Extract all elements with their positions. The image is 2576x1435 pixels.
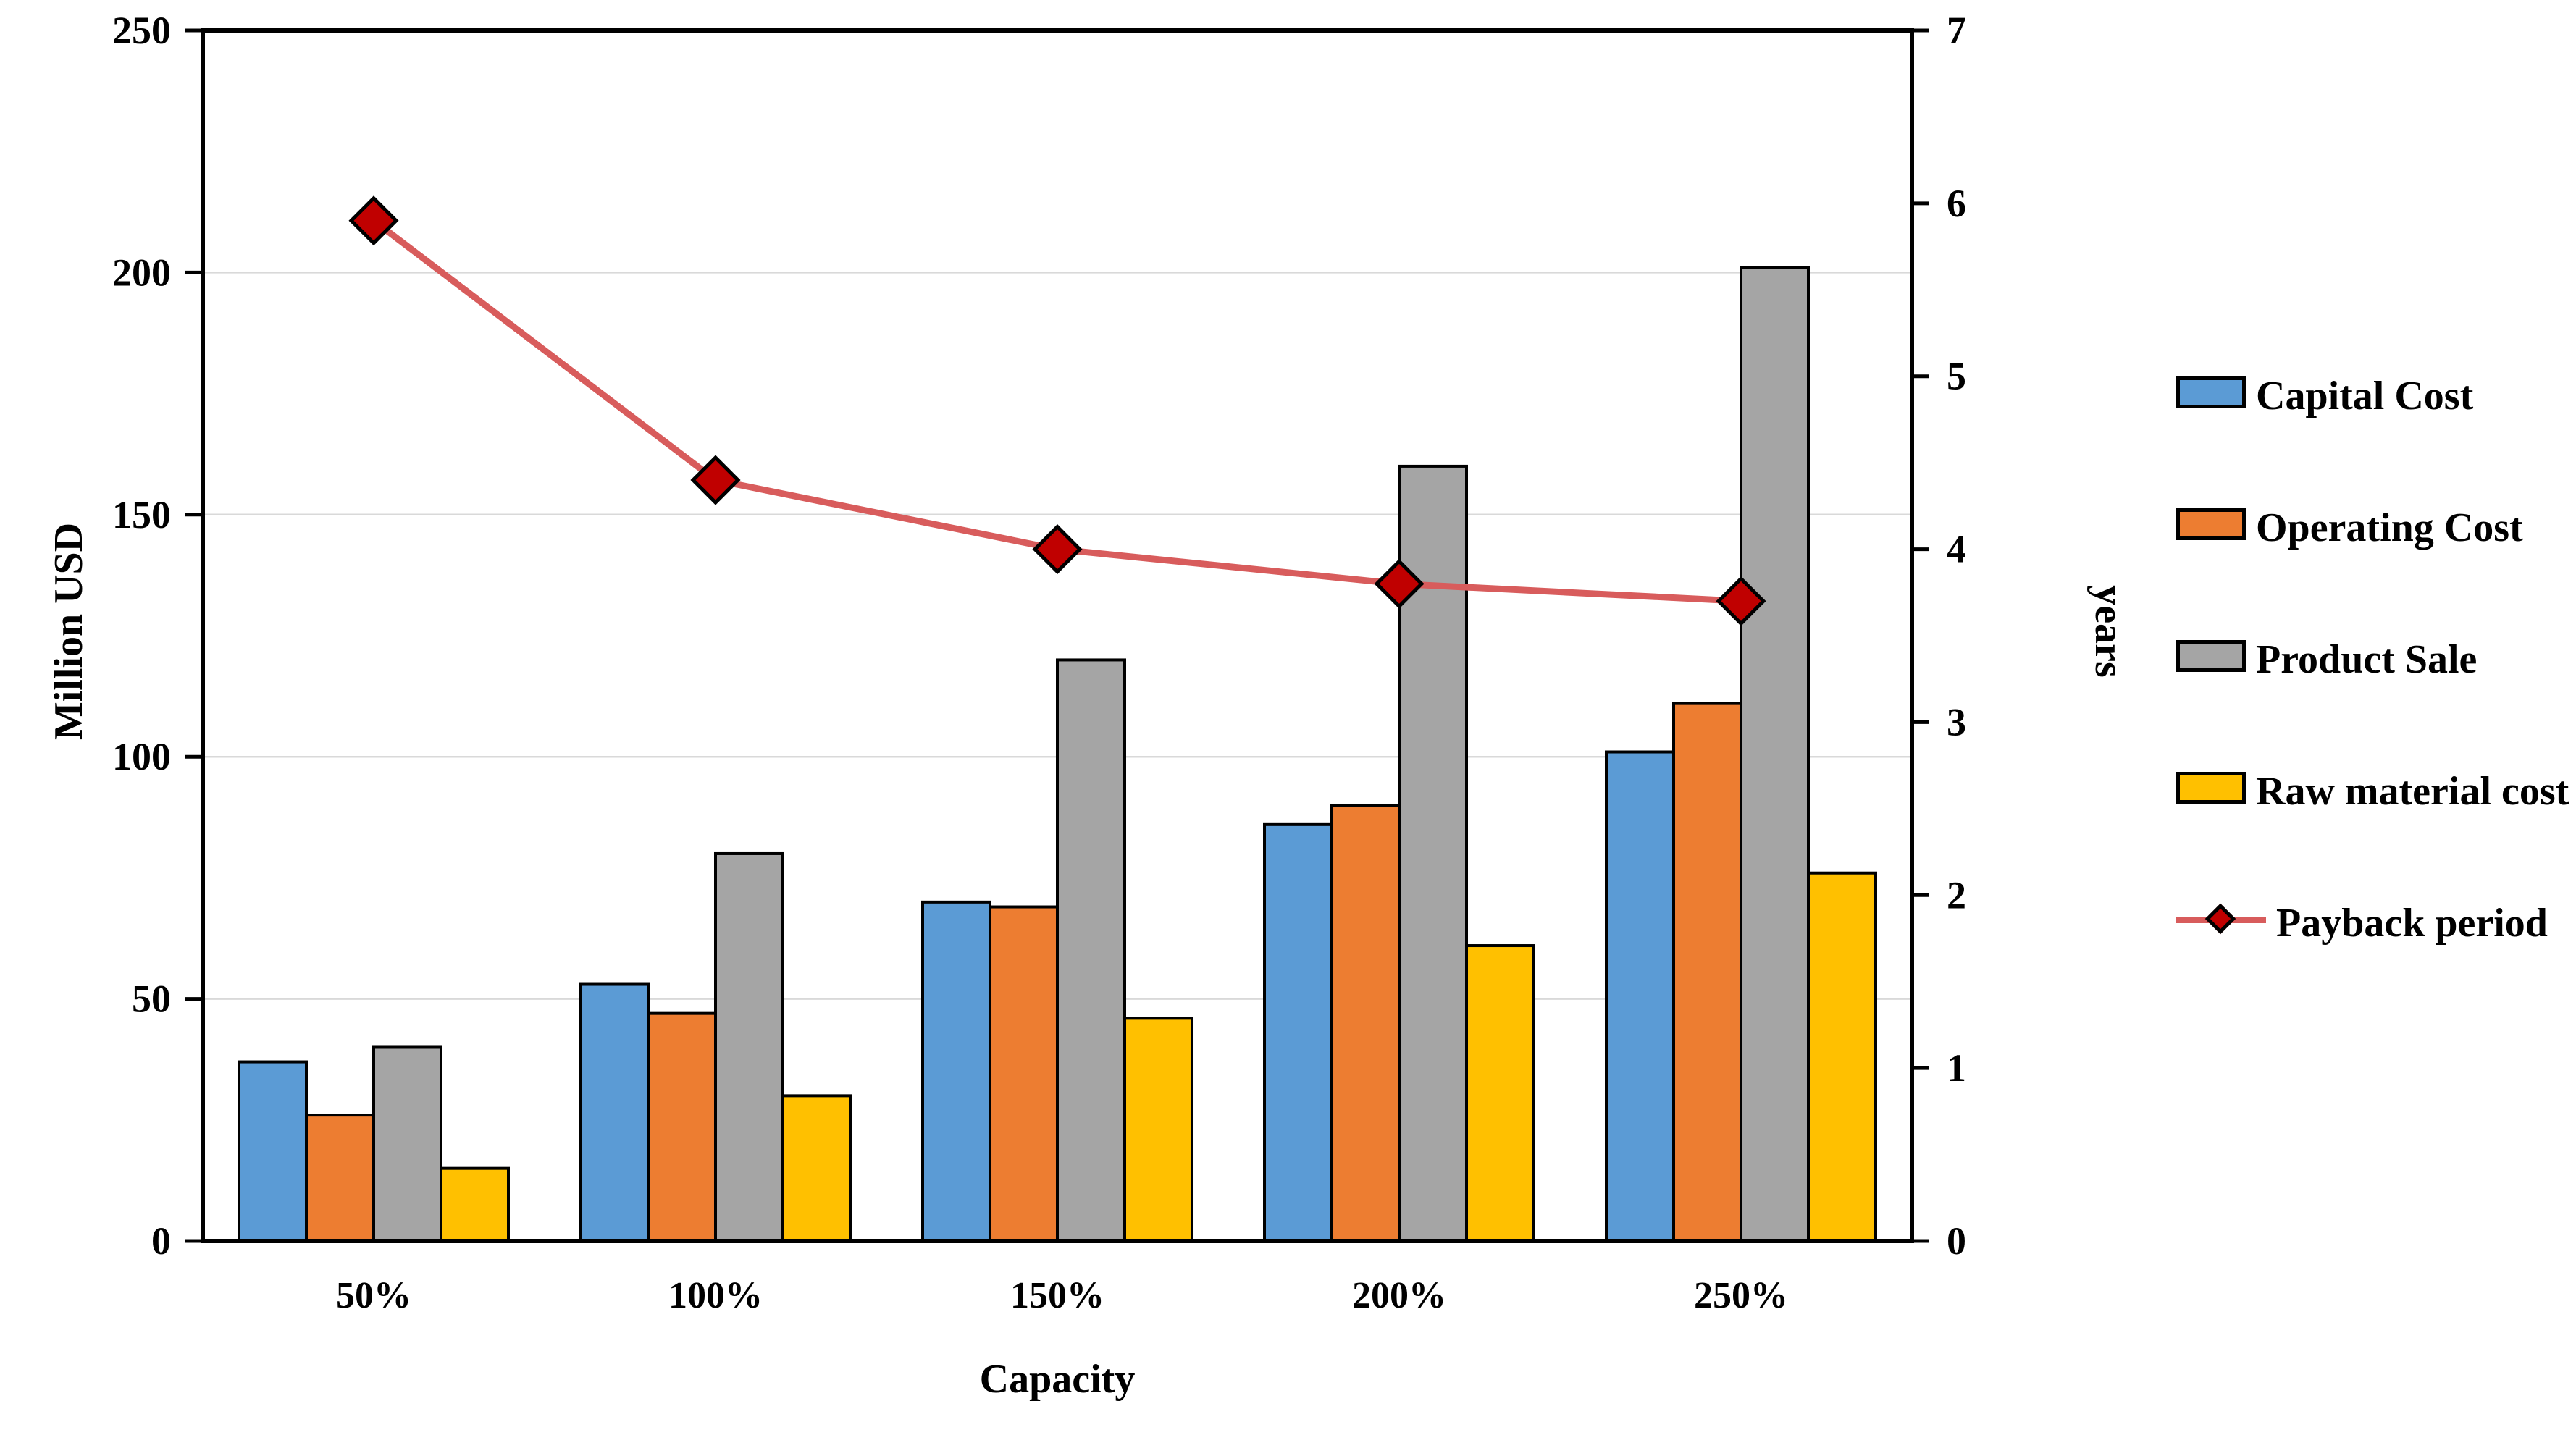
legend-swatch-icon [2176,376,2246,408]
payback-marker-200% [1374,558,1425,609]
payback-marker-150% [1032,524,1083,575]
y-right-tick-label: 4 [1947,528,1966,571]
legend-label: Payback period [2276,901,2548,946]
y-right-tick-label: 5 [1947,355,1966,398]
y-axis-title-left: Million USD [46,522,91,741]
x-tick-label: 200% [1352,1275,1446,1316]
bar-operating-cost-200% [1330,804,1401,1242]
legend-line-marker-icon [2176,898,2266,941]
bar-operating-cost-250% [1672,702,1742,1242]
bar-capital-cost-250% [1605,750,1675,1242]
bar-operating-cost-150% [989,905,1059,1242]
bar-product-sale-250% [1740,266,1810,1242]
legend: Capital Cost Operating Cost Product Sale Ra… [2176,371,2576,948]
legend-label: Capital Cost [2256,374,2474,418]
x-axis-title: Capacity [979,1357,1136,1402]
x-tick-label: 150% [1010,1275,1104,1316]
bar-capital-cost-100% [579,982,650,1242]
x-tick-label: 50% [336,1275,411,1316]
y-right-tick-label: 1 [1947,1046,1966,1090]
legend-item-product-sale: Product Sale [2176,634,2576,685]
legend-label: Raw material cost [2256,769,2569,814]
bar-raw-material-cost-150% [1123,1017,1193,1243]
bar-raw-material-cost-50% [440,1166,510,1243]
bar-raw-material-cost-250% [1807,871,1877,1243]
payback-marker-50% [348,195,399,246]
legend-item-raw-material-cost: Raw material cost [2176,766,2576,817]
y-right-tick-label: 2 [1947,873,1966,917]
legend-item-payback-period: Payback period [2176,898,2576,948]
y-right-tick-label: 6 [1947,182,1966,225]
bar-product-sale-100% [714,851,784,1242]
y-right-tick-label: 3 [1947,700,1966,744]
legend-diamond-icon [2204,903,2236,935]
x-tick-label: 100% [668,1275,763,1316]
y-left-tick-label: 200 [112,251,171,294]
bar-capital-cost-150% [921,900,991,1242]
bar-product-sale-150% [1056,658,1126,1242]
bar-raw-material-cost-200% [1465,944,1535,1242]
legend-item-capital-cost: Capital Cost [2176,371,2576,421]
y-left-tick-label: 50 [132,977,171,1021]
bar-operating-cost-100% [647,1011,717,1242]
legend-swatch-icon [2176,508,2246,540]
bar-product-sale-50% [372,1045,442,1242]
x-tick-label: 250% [1694,1275,1788,1316]
y-left-tick-label: 250 [112,9,171,52]
y-right-tick-label: 0 [1947,1219,1966,1263]
legend-label: Product Sale [2256,637,2478,682]
bar-operating-cost-50% [305,1114,375,1243]
payback-marker-100% [690,455,741,505]
legend-swatch-icon [2176,640,2246,672]
y-axis-title-right: years [2086,585,2131,678]
bar-raw-material-cost-100% [781,1094,852,1242]
y-left-tick-label: 0 [151,1219,171,1263]
payback-marker-250% [1716,576,1766,626]
bar-capital-cost-200% [1263,822,1333,1243]
y-left-tick-label: 150 [112,493,171,536]
plot-frame [201,28,1914,1243]
legend-swatch-icon [2176,772,2246,804]
y-left-tick-label: 100 [112,735,171,778]
legend-label: Operating Cost [2256,505,2523,550]
legend-item-operating-cost: Operating Cost [2176,502,2576,553]
bar-capital-cost-50% [238,1060,308,1242]
y-right-tick-label: 7 [1947,9,1966,52]
